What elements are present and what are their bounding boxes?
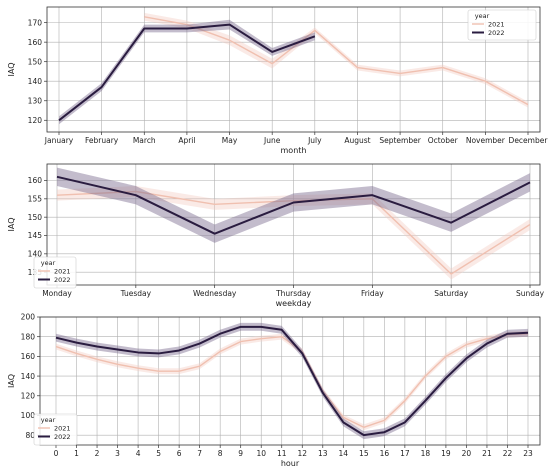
x-tick-label: December xyxy=(509,136,549,145)
x-tick-label: 12 xyxy=(297,449,307,458)
x-tick-label: Tuesday xyxy=(120,289,152,298)
x-tick-label: 7 xyxy=(197,449,202,458)
x-tick-label: 16 xyxy=(380,449,390,458)
x-tick-label: March xyxy=(133,136,156,145)
x-tick-label: 8 xyxy=(218,449,223,458)
chart-panel-1: January February March April May June July Augu… xyxy=(7,6,549,155)
y-axis-label: IAQ xyxy=(7,63,16,77)
x-axis-label: month xyxy=(281,146,307,155)
y-tick-label: 150 xyxy=(28,213,43,222)
y-tick-label: 160 xyxy=(28,38,43,47)
x-tick-label: Wednesday xyxy=(193,289,237,298)
plot-frame xyxy=(39,316,541,446)
legend-box xyxy=(467,9,537,41)
y-axis-label: IAQ xyxy=(7,218,16,232)
series-2021-confidence-band xyxy=(57,186,530,280)
legend-entry-2022: 2022 xyxy=(488,29,505,37)
x-tick-label: 2 xyxy=(95,449,100,458)
x-tick-label: Saturday xyxy=(434,289,468,298)
x-tick-label: 3 xyxy=(115,449,120,458)
y-tick-label: 140 xyxy=(28,77,43,86)
x-tick-label: January xyxy=(44,136,74,145)
y-tick-label: 140 xyxy=(28,250,43,259)
x-tick-label: 18 xyxy=(421,449,431,458)
x-tick-label: 13 xyxy=(318,449,328,458)
series-2021-line xyxy=(55,333,529,428)
legend-entry-2021: 2021 xyxy=(54,425,71,433)
y-tick-label: 100 xyxy=(21,411,36,420)
y-tick-label: 160 xyxy=(21,352,36,361)
x-tick-label: 10 xyxy=(256,449,266,458)
x-tick-label: 20 xyxy=(462,449,472,458)
x-axis-label: weekday xyxy=(276,299,312,308)
legend-title: year xyxy=(41,416,56,424)
y-tick-label: 120 xyxy=(28,116,43,125)
series-2022-line xyxy=(55,325,529,437)
x-tick-label: 0 xyxy=(54,449,59,458)
y-tick-label: 140 xyxy=(21,372,36,381)
x-tick-label: 23 xyxy=(523,449,533,458)
y-tick-label: 180 xyxy=(21,332,36,341)
series-2022-confidence-band xyxy=(59,19,315,125)
x-tick-label: Monday xyxy=(42,289,72,298)
x-tick-label: Sunday xyxy=(516,289,545,298)
x-tick-label: June xyxy=(263,136,281,145)
chart-panel-2: Monday Tuesday Wednesday Thursday Friday Satu… xyxy=(7,163,545,308)
series-2022-confidence-band xyxy=(57,167,530,243)
x-tick-label: 6 xyxy=(177,449,182,458)
y-tick-label: 130 xyxy=(28,96,43,105)
plot-frame xyxy=(46,163,541,286)
x-tick-label: 22 xyxy=(503,449,513,458)
x-axis-label: hour xyxy=(281,459,300,468)
x-tick-label: 4 xyxy=(136,449,141,458)
legend-entry-2022: 2022 xyxy=(54,276,71,284)
x-tick-label: 15 xyxy=(359,449,369,458)
x-tick-label: Thursday xyxy=(275,289,311,298)
y-tick-label: 160 xyxy=(28,176,43,185)
x-tick-label: May xyxy=(222,136,238,145)
y-tick-label: 200 xyxy=(21,313,36,322)
y-tick-label: 80 xyxy=(25,431,35,440)
legend-entry-2021: 2021 xyxy=(54,268,71,276)
legend-title: year xyxy=(41,259,56,267)
x-tick-label: October xyxy=(428,136,459,145)
x-tick-label: 1 xyxy=(74,449,79,458)
x-tick-label: 14 xyxy=(339,449,349,458)
x-tick-label: 11 xyxy=(277,449,287,458)
legend-entry-2022: 2022 xyxy=(54,433,71,441)
legend-entry-2021: 2021 xyxy=(488,21,505,29)
x-tick-label: 5 xyxy=(156,449,161,458)
y-tick-label: 170 xyxy=(28,18,43,27)
x-tick-label: 19 xyxy=(441,449,451,458)
y-tick-label: 150 xyxy=(28,57,43,66)
x-tick-label: July xyxy=(307,136,322,145)
x-tick-label: 21 xyxy=(482,449,492,458)
plot-frame xyxy=(46,6,541,133)
series-2021-confidence-band xyxy=(144,12,529,108)
y-tick-label: 145 xyxy=(28,231,43,240)
x-tick-label: November xyxy=(466,136,506,145)
chart-panel-3: 0 1 2 3 4 5 6 7 8 9 10 11 12 13 14 15 16 17 18 19 20 21 22 2380… xyxy=(7,313,541,468)
x-tick-label: 9 xyxy=(238,449,243,458)
x-tick-label: 17 xyxy=(400,449,410,458)
series-2021-line xyxy=(144,16,529,106)
x-tick-label: September xyxy=(379,136,421,145)
x-tick-label: April xyxy=(178,136,195,145)
x-tick-label: August xyxy=(344,136,370,145)
x-tick-label: February xyxy=(85,136,119,145)
y-tick-label: 155 xyxy=(28,195,43,204)
legend-title: year xyxy=(475,12,490,20)
y-axis-label: IAQ xyxy=(7,374,16,388)
y-tick-label: 120 xyxy=(21,391,36,400)
x-tick-label: Friday xyxy=(361,289,384,298)
